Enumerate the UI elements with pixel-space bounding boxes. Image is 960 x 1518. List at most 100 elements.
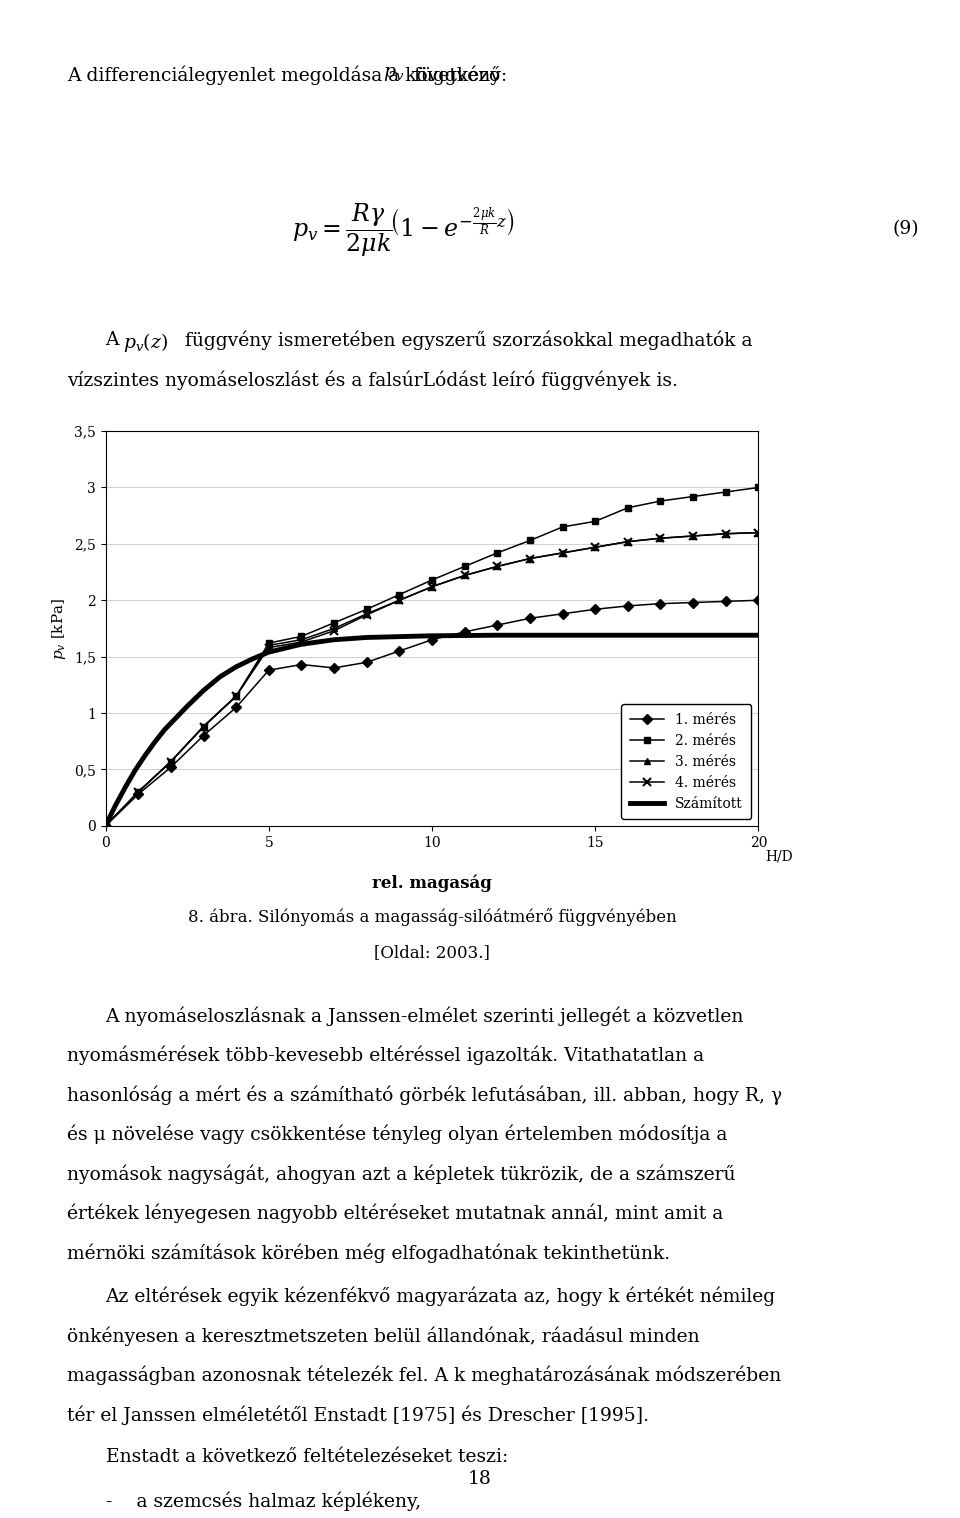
Számított [158,721,170,739]
1. mérés [165,757,177,776]
1. mérés [753,591,764,609]
4. mérés [132,783,144,802]
Számított [589,625,601,644]
Számított [687,625,699,644]
4. mérés [589,539,601,557]
3. mérés [753,524,764,542]
3. mérés [687,527,699,545]
Line: 1. mérés: 1. mérés [102,597,762,829]
Line: 4. mérés: 4. mérés [102,528,762,830]
2. mérés [720,483,732,501]
Számított [328,630,340,648]
4. mérés [459,566,470,584]
4. mérés [296,633,307,651]
Text: 8. ábra. Silónyomás a magasság-silóátmérő függvényében: 8. ábra. Silónyomás a magasság-silóátmér… [187,908,677,926]
4. mérés [687,527,699,545]
Számított [139,747,151,765]
1. mérés [492,616,503,635]
Számított [214,668,226,686]
1. mérés [263,660,275,679]
1. mérés [459,622,470,641]
1. mérés [394,642,405,660]
Text: nyomások nagyságát, ahogyan azt a képletek tükrözik, de a számszerű: nyomások nagyságát, ahogyan azt a képlet… [67,1164,735,1184]
Text: $p_v$: $p_v$ [382,65,404,83]
2. mérés [230,688,242,706]
2. mérés [296,627,307,645]
3. mérés [230,688,242,706]
Számított [247,650,258,668]
Text: vízszintes nyomáseloszlást és a falsúrLódást leíró függvények is.: vízszintes nyomáseloszlást és a falsúrLó… [67,370,678,390]
Y-axis label: $\it{p_v}$ [kPa]: $\it{p_v}$ [kPa] [50,598,68,659]
Számított [426,627,438,645]
Text: A differenciálegyenlet megoldása a következő: A differenciálegyenlet megoldása a követ… [67,65,507,85]
4. mérés [557,543,568,562]
Számított [263,644,275,662]
Text: H/D: H/D [765,850,793,864]
3. mérés [524,550,536,568]
2. mérés [361,600,372,618]
4. mérés [230,688,242,706]
2. mérés [263,635,275,653]
4. mérés [426,578,438,597]
Text: A: A [106,331,132,349]
1. mérés [655,595,666,613]
Text: $p_v(z)$: $p_v(z)$ [123,331,168,354]
1. mérés [589,600,601,618]
Számított [198,682,209,700]
2. mérés [426,571,438,589]
3. mérés [165,753,177,771]
1. mérés [328,659,340,677]
3. mérés [557,543,568,562]
Text: magasságban azonosnak tételezék fel. A k meghatározásának módszerében: magasságban azonosnak tételezék fel. A k… [67,1366,781,1384]
Text: -    a szemcsés halmaz képlékeny,: - a szemcsés halmaz képlékeny, [106,1492,420,1512]
Line: 2. mérés: 2. mérés [102,484,762,829]
Számított [230,657,242,676]
2. mérés [622,499,634,518]
1. mérés [524,609,536,627]
2. mérés [459,557,470,575]
1. mérés [622,597,634,615]
Text: (9): (9) [893,220,920,238]
2. mérés [753,478,764,496]
Text: hasonlóság a mért és a számítható görbék lefutásában, ill. abban, hogy R, γ: hasonlóság a mért és a számítható görbék… [67,1085,782,1105]
1. mérés [198,727,209,745]
Text: $p_v = \dfrac{R\gamma}{2\mu k}\!\left(1 - e^{-\frac{2\mu k}{R}z}\right)$: $p_v = \dfrac{R\gamma}{2\mu k}\!\left(1 … [292,202,515,260]
2. mérés [557,518,568,536]
2. mérés [100,817,111,835]
Számított [492,625,503,644]
2. mérés [165,753,177,771]
2. mérés [655,492,666,510]
1. mérés [557,604,568,622]
4. mérés [622,533,634,551]
2. mérés [394,586,405,604]
3. mérés [198,718,209,736]
Text: értékek lényegesen nagyobb eltéréseket mutatnak annál, mint amit a: értékek lényegesen nagyobb eltéréseket m… [67,1204,724,1224]
Line: 3. mérés: 3. mérés [102,530,762,829]
4. mérés [198,718,209,736]
Számított [100,817,111,835]
Text: és μ növelése vagy csökkentése tényleg olyan értelemben módosítja a: és μ növelése vagy csökkentése tényleg o… [67,1125,728,1145]
Text: önkényesen a keresztmetszeten belül állandónak, ráadásul minden: önkényesen a keresztmetszeten belül álla… [67,1327,700,1345]
4. mérés [263,639,275,657]
3. mérés [492,557,503,575]
Text: tér el Janssen elméletétől Enstadt [1975] és Drescher [1995].: tér el Janssen elméletétől Enstadt [1975… [67,1406,649,1424]
Text: Az eltérések egyik kézenfékvő magyarázata az, hogy k értékét némileg: Az eltérések egyik kézenfékvő magyarázat… [106,1287,776,1305]
Text: mérnöki számítások körében még elfogadhatónak tekinthetünk.: mérnöki számítások körében még elfogadha… [67,1243,670,1263]
Text: függvény ismeretében egyszerű szorzásokkal megadhatók a: függvény ismeretében egyszerű szorzások… [179,331,752,351]
Line: Számított: Számított [106,635,758,826]
4. mérés [361,606,372,624]
3. mérés [589,539,601,557]
Számított [181,697,193,715]
3. mérés [459,566,470,584]
Text: 18: 18 [468,1469,492,1488]
4. mérés [492,557,503,575]
Text: nyomásmérések több-kevesebb eltéréssel igazolták. Vitathatatlan a: nyomásmérések több-kevesebb eltéréssel i… [67,1046,705,1066]
3. mérés [361,604,372,622]
1. mérés [687,594,699,612]
3. mérés [622,533,634,551]
1. mérés [230,698,242,716]
1. mérés [361,653,372,671]
1. mérés [132,785,144,803]
3. mérés [720,525,732,543]
Számított [296,635,307,653]
